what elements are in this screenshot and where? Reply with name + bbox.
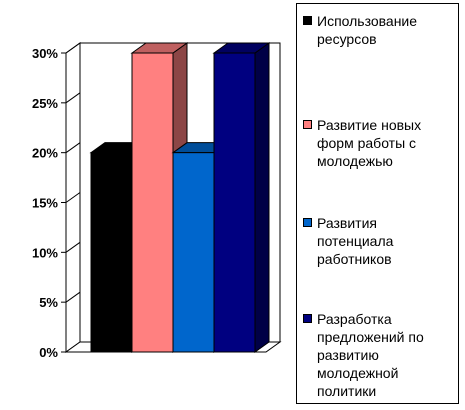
legend-item-1: Развитие новых форм работы с молодежью (303, 116, 457, 170)
legend-swatch-3 (303, 314, 312, 323)
y-tick-label: 15% (32, 196, 58, 211)
legend-item-0: Использование ресурсов (303, 12, 457, 48)
bar-front (90, 152, 133, 353)
legend-label-1: Развитие новых форм работы с молодежью (317, 117, 422, 169)
bar-3 (212, 42, 271, 353)
y-axis-tick-labels: 0% 5% 10% 15% 20% 25% 30% (32, 46, 58, 360)
bar-front (172, 152, 215, 353)
y-tick-label: 20% (32, 146, 58, 161)
legend-label-3: Разработка предложений по развитию молод… (317, 311, 424, 399)
legend-item-2: Развития потенциала работников (303, 214, 457, 268)
y-tick-label: 30% (32, 46, 58, 61)
gridline-side (65, 241, 81, 253)
chart-legend: Использование ресурсов Развитие новых фо… (296, 3, 459, 404)
bar-front (213, 52, 256, 353)
bar-front (131, 52, 174, 353)
legend-label-0: Использование ресурсов (317, 13, 418, 47)
bar-side (254, 42, 270, 353)
legend-item-3: Разработка предложений по развитию молод… (303, 310, 457, 400)
y-tick-label: 5% (39, 295, 58, 310)
legend-label-2: Развития потенциала работников (317, 215, 394, 267)
y-tick-label: 10% (32, 245, 58, 260)
gridline-side (65, 192, 81, 203)
y-tick-label: 0% (39, 345, 58, 360)
gridline-side (65, 92, 81, 104)
gridline-side (65, 142, 81, 154)
y-tick-label: 25% (32, 96, 58, 111)
legend-swatch-1 (303, 120, 312, 129)
bar-chart: 0% 5% 10% 15% 20% 25% 30% (32, 42, 282, 360)
gridline-side (65, 291, 81, 303)
chart-bars (89, 42, 271, 353)
legend-swatch-0 (303, 16, 312, 25)
legend-swatch-2 (303, 218, 312, 227)
